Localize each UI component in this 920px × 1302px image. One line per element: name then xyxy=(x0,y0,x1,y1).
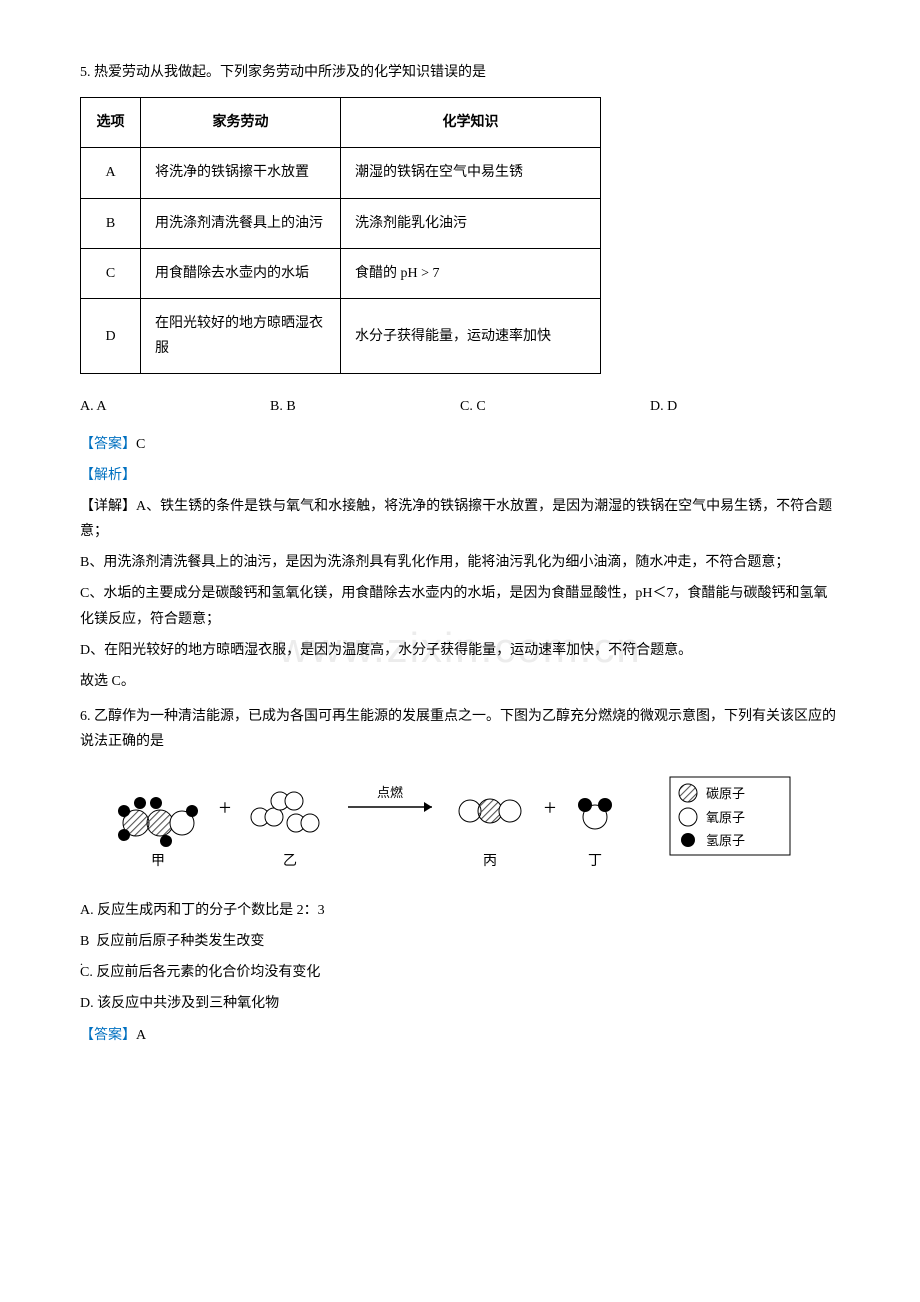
option-b-text: 反应前后原子种类发生改变 xyxy=(96,934,264,949)
q6-option-c: C. 反应前后各元素的化合价均没有变化 xyxy=(80,960,840,985)
table-row: A 将洗净的铁锅擦干水放置 潮湿的铁锅在空气中易生锈 xyxy=(81,148,601,198)
cell-option: A xyxy=(81,148,141,198)
option-c: C. C xyxy=(460,394,650,419)
option-a: A. A xyxy=(80,394,270,419)
cell-activity: 用洗涤剂清洗餐具上的油污 xyxy=(141,198,341,248)
q6-option-b: B 反应前后原子种类发生改变 . xyxy=(80,929,840,954)
table-row: B 用洗涤剂清洗餐具上的油污 洗涤剂能乳化油污 xyxy=(81,198,601,248)
species-label-yi: 乙 xyxy=(283,853,297,869)
cell-activity: 在阳光较好的地方晾晒湿衣服 xyxy=(141,298,341,373)
option-b-prefix: B xyxy=(80,934,89,949)
th-activity: 家务劳动 xyxy=(141,98,341,148)
svg-text:+: + xyxy=(544,795,556,820)
cell-activity: 用食醋除去水壶内的水垢 xyxy=(141,248,341,298)
q5-detail-b: B、用洗涤剂清洗餐具上的油污，是因为洗涤剂具有乳化作用，能将油污乳化为细小油滴，… xyxy=(80,550,840,575)
cell-knowledge: 潮湿的铁锅在空气中易生锈 xyxy=(341,148,601,198)
arrow-label: 点燃 xyxy=(377,785,403,800)
th-option: 选项 xyxy=(81,98,141,148)
q5-answer: 【答案】C xyxy=(80,432,840,457)
table-row: D 在阳光较好的地方晾晒湿衣服 水分子获得能量，运动速率加快 xyxy=(81,298,601,373)
stray-dot: . xyxy=(80,951,83,973)
option-b: B. B xyxy=(270,394,460,419)
q5-table: 选项 家务劳动 化学知识 A 将洗净的铁锅擦干水放置 潮湿的铁锅在空气中易生锈 … xyxy=(80,97,601,374)
q5-detail-d: D、在阳光较好的地方晾晒湿衣服，是因为温度高，水分子获得能量，运动速率加快，不符… xyxy=(80,638,840,663)
cell-option: C xyxy=(81,248,141,298)
q5-detail-a: 【详解】A、铁生锈的条件是铁与氧气和水接触，将洗净的铁锅擦干水放置，是因为潮湿的… xyxy=(80,494,840,544)
species-label-bing: 丙 xyxy=(483,854,497,869)
q6-option-d: D. 该反应中共涉及到三种氧化物 xyxy=(80,991,840,1016)
cell-knowledge: 食醋的 pH > 7 xyxy=(341,248,601,298)
answer-value: C xyxy=(136,437,145,452)
q5-detail-c: C、水垢的主要成分是碳酸钙和氢氧化镁，用食醋除去水壶内的水垢，是因为食醋显酸性，… xyxy=(80,581,840,631)
species-label-ding: 丁 xyxy=(588,854,602,869)
answer-value: A xyxy=(136,1028,146,1043)
answer-label: 【答案】 xyxy=(80,1028,136,1043)
cell-knowledge: 洗涤剂能乳化油污 xyxy=(341,198,601,248)
q6-reaction-diagram: 甲 + 乙 点燃 xyxy=(80,765,840,884)
legend-hydrogen: 氢原子 xyxy=(706,833,745,848)
q6-answer: 【答案】A xyxy=(80,1023,840,1048)
th-knowledge: 化学知识 xyxy=(341,98,601,148)
analysis-label: 【解析】 xyxy=(80,463,840,488)
svg-text:+: + xyxy=(219,795,231,820)
q5-conclusion: 故选 C。 xyxy=(80,669,840,694)
table-row: C 用食醋除去水壶内的水垢 食醋的 pH > 7 xyxy=(81,248,601,298)
cell-option: D xyxy=(81,298,141,373)
answer-label: 【答案】 xyxy=(80,437,136,452)
q5-options: A. A B. B C. C D. D xyxy=(80,394,840,419)
q6-stem: 6. 乙醇作为一种清洁能源，已成为各国可再生能源的发展重点之一。下图为乙醇充分燃… xyxy=(80,704,840,754)
cell-knowledge: 水分子获得能量，运动速率加快 xyxy=(341,298,601,373)
table-header-row: 选项 家务劳动 化学知识 xyxy=(81,98,601,148)
species-label-jia: 甲 xyxy=(151,854,165,869)
legend-carbon: 碳原子 xyxy=(706,786,745,801)
cell-activity: 将洗净的铁锅擦干水放置 xyxy=(141,148,341,198)
option-d: D. D xyxy=(650,394,840,419)
legend-oxygen: 氧原子 xyxy=(706,810,745,825)
q5-stem: 5. 热爱劳动从我做起。下列家务劳动中所涉及的化学知识错误的是 xyxy=(80,60,840,85)
q6-option-a: A. 反应生成丙和丁的分子个数比是 2：3 xyxy=(80,898,840,923)
cell-option: B xyxy=(81,198,141,248)
